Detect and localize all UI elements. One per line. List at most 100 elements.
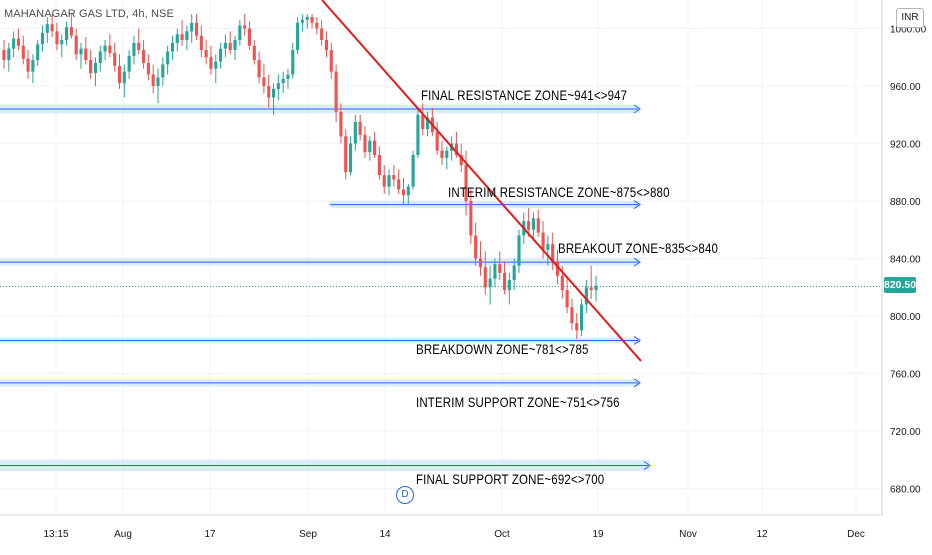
candle-body: [570, 307, 574, 324]
candle-body: [339, 111, 343, 137]
candle-body: [166, 51, 170, 65]
candle-body: [127, 55, 131, 72]
candle-body: [132, 42, 136, 56]
candle-body: [137, 42, 141, 51]
candle-layer: [2, 14, 598, 339]
candle-body: [507, 280, 511, 291]
candle-body: [320, 28, 324, 40]
candle-body: [214, 61, 218, 69]
candle-body: [108, 45, 112, 53]
candle-body: [98, 51, 102, 63]
candle-body: [531, 218, 535, 230]
x-tick-label: Aug: [114, 529, 132, 540]
y-tick-label: 800.00: [890, 312, 921, 323]
event-marker[interactable]: D: [396, 486, 414, 504]
candle-body: [151, 74, 155, 86]
candle-body: [180, 34, 184, 40]
candle-body: [517, 235, 521, 266]
x-tick-label: 13:15: [43, 529, 68, 540]
candle-body: [238, 25, 242, 40]
grid-layer: [0, 0, 882, 515]
zone-arrow: [633, 104, 641, 114]
x-tick-label: Dec: [847, 529, 865, 540]
candle-body: [397, 179, 401, 190]
candle-body: [377, 155, 381, 176]
zone-label-interim-support: INTERIM SUPPORT ZONE~751<>756: [416, 394, 620, 410]
x-tick-label: 17: [204, 529, 216, 540]
candle-body: [425, 117, 430, 130]
candle-body: [363, 134, 367, 153]
candle-body: [478, 258, 483, 268]
candle-body: [474, 235, 478, 259]
candle-body: [546, 244, 550, 250]
zone-layer: [0, 104, 882, 472]
candle-body: [512, 265, 516, 281]
candle-body: [252, 45, 256, 61]
candle-body: [589, 287, 593, 291]
candle-body: [74, 35, 78, 55]
zone-label-final-resistance: FINAL RESISTANCE ZONE~941<>947: [421, 87, 628, 103]
candle-body: [445, 150, 449, 158]
candle-body: [276, 83, 280, 89]
candle-body: [454, 143, 458, 155]
candle-body: [411, 155, 415, 187]
candle-body: [421, 114, 425, 130]
candle-body: [69, 27, 73, 36]
x-tick-label: 14: [379, 529, 391, 540]
y-tick-label: 840.00: [890, 255, 921, 266]
candle-body: [40, 32, 45, 45]
candle-body: [170, 42, 175, 52]
candle-body: [50, 24, 54, 32]
trendline: [321, 0, 642, 362]
candle-body: [209, 57, 213, 69]
candle-body: [435, 132, 439, 151]
candle-body: [488, 278, 492, 288]
candle-body: [267, 86, 271, 98]
candle-body: [156, 77, 160, 86]
candle-body: [257, 60, 261, 78]
zone-arrow: [633, 378, 641, 388]
candle-body: [60, 40, 64, 45]
candle-body: [281, 78, 285, 84]
candle-body: [233, 40, 237, 51]
candle-body: [45, 24, 49, 33]
candle-body: [291, 50, 295, 75]
last-price-tag: 820.50: [884, 277, 917, 293]
candle-body: [122, 71, 126, 84]
candle-body: [300, 19, 304, 23]
candle-body: [103, 45, 107, 52]
x-tick-label: 12: [756, 529, 768, 540]
x-tick-label: 19: [592, 529, 604, 540]
candle-body: [459, 155, 463, 166]
candle-body: [392, 175, 396, 180]
candle-body: [344, 136, 348, 173]
candle-body: [2, 50, 6, 61]
candle-body: [113, 52, 117, 66]
x-tick-label: Sep: [299, 529, 317, 540]
candle-body: [31, 60, 35, 72]
candle-body: [483, 267, 487, 288]
y-tick-label: 720.00: [890, 427, 921, 438]
candle-body: [555, 261, 560, 276]
candle-body: [387, 175, 391, 187]
candle-body: [579, 304, 584, 331]
candle-body: [464, 165, 468, 201]
zone-arrow: [633, 257, 641, 267]
candle-body: [368, 140, 372, 153]
candle-body: [406, 186, 410, 196]
candle-body: [65, 27, 69, 40]
candle-body: [16, 38, 21, 46]
candle-body: [315, 22, 319, 29]
candle-body: [334, 71, 338, 112]
candle-body: [55, 31, 59, 45]
axis-layer: 680.00 720.00 760.00 800.00 840.00 880.00 920.…: [0, 0, 927, 540]
candle-body: [185, 31, 189, 40]
candle-body: [21, 45, 25, 59]
x-tick-label: Oct: [494, 529, 510, 540]
candle-body: [223, 42, 227, 49]
zone-label-final-support: FINAL SUPPORT ZONE~692<>700: [416, 471, 605, 487]
currency-badge[interactable]: INR: [896, 8, 924, 28]
y-tick-label: 960.00: [890, 82, 921, 93]
